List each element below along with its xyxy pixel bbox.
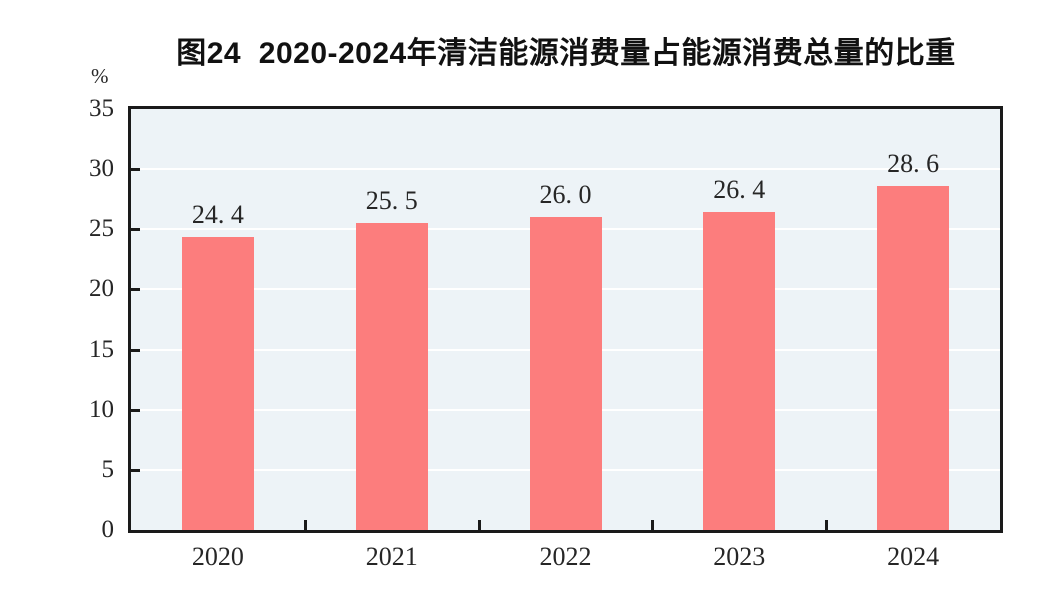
x-tick-label-2021: 2021 [365, 542, 418, 571]
bar-2024 [877, 185, 950, 530]
y-tick-label-35: 35 [89, 95, 114, 122]
x-tick-mark-3 [651, 520, 655, 530]
x-tick-mark-1 [303, 520, 307, 530]
x-tick-label-2022: 2022 [539, 542, 592, 571]
y-tick-label-20: 20 [89, 275, 114, 303]
chart-title: 图24 2020-2024年清洁能源消费量占能源消费总量的比重 [176, 37, 956, 70]
y-tick-label-10: 10 [89, 395, 114, 423]
y-tick-label-15: 15 [89, 335, 114, 363]
bar-value-label-2024: 28. 6 [887, 148, 940, 178]
y-tick-mark-10 [131, 408, 140, 412]
x-tick-label-2023: 2023 [713, 542, 766, 571]
y-tick-mark-20 [131, 288, 140, 292]
x-tick-mark-2 [477, 520, 481, 530]
gridline-30 [131, 168, 1000, 171]
bar-value-label-2022: 26. 0 [539, 180, 592, 210]
x-tick-label-2024: 2024 [887, 542, 940, 571]
bar-2020 [181, 236, 254, 530]
y-axis-unit-label: % [91, 64, 109, 88]
bar-value-label-2020: 24. 4 [191, 199, 244, 229]
y-tick-label-0: 0 [101, 516, 115, 543]
y-tick-label-30: 30 [89, 155, 114, 183]
x-tick-mark-4 [825, 520, 829, 530]
bar-2022 [529, 217, 602, 530]
y-tick-label-25: 25 [89, 215, 114, 243]
y-tick-label-5: 5 [101, 455, 115, 483]
y-tick-mark-15 [131, 348, 140, 352]
bar-value-label-2023: 26. 4 [713, 175, 766, 205]
x-tick-label-2020: 2020 [191, 542, 244, 571]
bar-value-label-2021: 25. 5 [365, 186, 418, 216]
y-tick-mark-30 [131, 168, 140, 172]
y-tick-mark-25 [131, 228, 140, 232]
y-tick-mark-5 [131, 468, 140, 472]
plot-area [128, 106, 1003, 533]
bar-2023 [703, 212, 776, 530]
bar-2021 [355, 223, 428, 530]
